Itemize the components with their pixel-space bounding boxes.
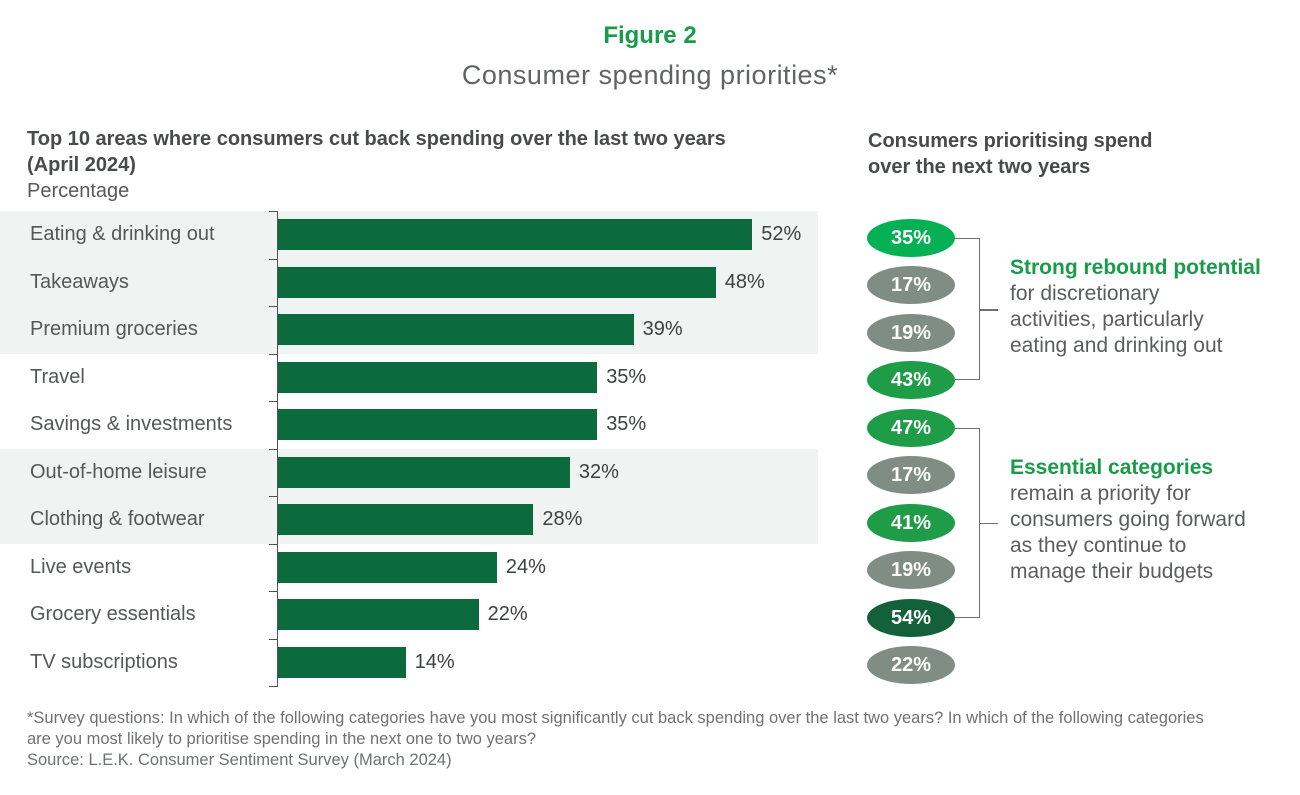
priority-badge: 54%	[867, 598, 955, 637]
priority-badge: 35%	[867, 218, 955, 257]
annotation-bracket-tick	[980, 309, 998, 311]
priority-badge: 17%	[867, 456, 955, 495]
category-label: Premium groceries	[30, 318, 198, 341]
bar-chart-heading: Top 10 areas where consumers cut back sp…	[27, 128, 726, 176]
priority-badge: 43%	[867, 361, 955, 400]
bar-value-label: 32%	[578, 460, 619, 483]
left-panel-header: Top 10 areas where consumers cut back sp…	[27, 126, 827, 204]
axis-tick	[269, 591, 277, 592]
bar	[278, 314, 634, 346]
priority-badge: 41%	[867, 503, 955, 542]
survey-footnote: *Survey questions: In which of the follo…	[27, 709, 1204, 748]
annotation: Strong rebound potential for discretionar…	[1010, 255, 1300, 359]
category-label: Takeaways	[30, 270, 129, 293]
annotation-bracket	[955, 237, 980, 381]
bar	[278, 646, 406, 678]
priority-badge: 17%	[867, 266, 955, 305]
bar	[278, 551, 497, 583]
axis-tick	[269, 638, 277, 640]
footnote-block: *Survey questions: In which of the follo…	[27, 708, 1212, 771]
bar-chart-unit-label: Percentage	[27, 180, 130, 202]
category-label: Out-of-home leisure	[30, 460, 207, 483]
category-label: Travel	[30, 365, 85, 388]
badges-panel-heading: Consumers prioritising spend over the ne…	[868, 130, 1153, 178]
annotation-highlight: Essential categories	[1010, 456, 1214, 479]
axis-tick	[269, 258, 277, 260]
axis-tick	[269, 211, 277, 212]
bar-value-label: 35%	[606, 365, 647, 388]
axis-tick	[269, 401, 277, 402]
bar	[278, 456, 570, 488]
bar-value-label: 22%	[487, 603, 528, 626]
category-label: Clothing & footwear	[30, 508, 205, 531]
axis-tick	[269, 353, 277, 355]
figure-label: Figure 2	[603, 22, 697, 49]
bar-value-label: 39%	[642, 318, 683, 341]
category-label: Grocery essentials	[30, 603, 196, 626]
priority-badge: 47%	[867, 408, 955, 447]
y-axis-line	[277, 211, 278, 687]
bar	[278, 361, 598, 393]
bar	[278, 504, 534, 536]
bar-value-label: 35%	[606, 413, 647, 436]
axis-tick	[269, 448, 277, 450]
axis-tick	[269, 686, 277, 687]
category-label: Savings & investments	[30, 413, 233, 436]
category-label: Live events	[30, 555, 132, 578]
category-label: TV subscriptions	[30, 650, 178, 673]
bar-value-label: 48%	[724, 270, 765, 293]
annotation-highlight: Strong rebound potential	[1010, 256, 1261, 279]
axis-tick	[269, 306, 277, 307]
figure-title: Consumer spending priorities*	[461, 60, 839, 90]
annotation-bracket	[955, 427, 980, 618]
bar	[278, 219, 753, 251]
bar-value-label: 52%	[761, 223, 802, 246]
priority-badge: 19%	[867, 551, 955, 590]
bar-value-label: 24%	[505, 555, 546, 578]
axis-tick	[269, 496, 277, 497]
annotation-body: remain a priority for consumers going fo…	[1010, 482, 1246, 583]
source-footnote: Source: L.E.K. Consumer Sentiment Survey…	[27, 751, 452, 769]
annotation-bracket-tick	[980, 522, 998, 525]
axis-tick	[269, 543, 277, 545]
category-label: Eating & drinking out	[30, 223, 215, 246]
bar	[278, 266, 716, 298]
bar	[278, 599, 479, 631]
bar	[278, 409, 598, 441]
priority-badge: 19%	[867, 313, 955, 352]
bar-value-label: 28%	[542, 508, 583, 531]
bar-value-label: 14%	[414, 650, 455, 673]
priority-badge: 22%	[867, 646, 955, 685]
annotation: Essential categories remain a priority fo…	[1010, 455, 1300, 585]
annotation-body: for discretionary activities, particular…	[1010, 282, 1223, 357]
